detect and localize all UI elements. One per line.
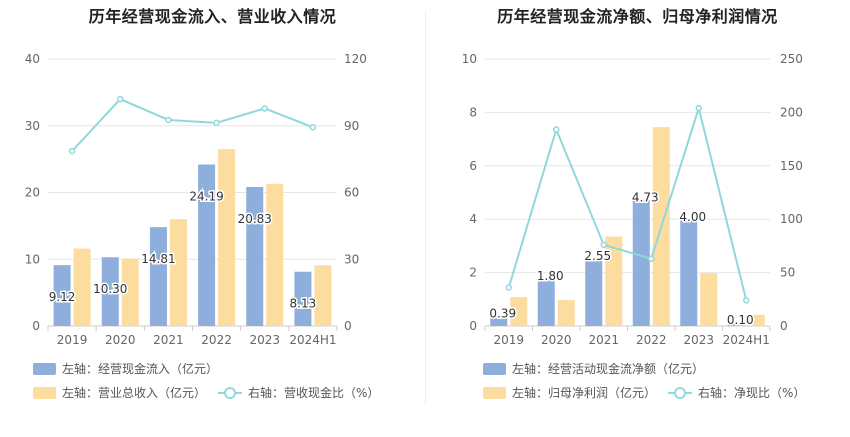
y-left-tick-label: 10: [25, 252, 40, 266]
data-label: 10.30: [93, 282, 127, 296]
y-left-tick-label: 0: [32, 319, 40, 333]
bar-orange: [557, 300, 575, 326]
bar-orange: [121, 258, 139, 326]
x-tick-label: 2024H1: [289, 333, 336, 347]
data-label: 0.10: [727, 313, 754, 327]
bar-blue: [246, 186, 264, 326]
y-right-tick-label: 250: [780, 52, 803, 66]
bar-blue: [149, 227, 167, 326]
x-tick-label: 2022: [636, 333, 667, 347]
x-tick-label: 2023: [249, 333, 280, 347]
x-tick-label: 2021: [153, 333, 184, 347]
y-right-tick-label: 0: [344, 319, 352, 333]
ratio-point: [553, 126, 560, 133]
y-right-tick-label: 30: [344, 252, 359, 266]
chart-panel-net-cash-flow: 历年经营现金流净额、归母净利润情况 0 2 4 6 8 10 0 50 100 150 200 250…: [425, 0, 850, 437]
bar-blue: [680, 219, 698, 326]
chart-title: 历年经营现金流入、营业收入情况: [88, 7, 337, 26]
data-label: 1.80: [537, 269, 564, 283]
ratio-point: [505, 284, 512, 291]
data-label: 20.83: [238, 212, 272, 226]
x-tick-label: 2024H1: [723, 333, 770, 347]
bar-blue: [632, 199, 650, 326]
bar-orange: [747, 314, 765, 326]
y-left-tick-label: 6: [469, 159, 477, 173]
y-right-tick-label: 200: [780, 105, 803, 119]
data-label: 2.55: [584, 249, 611, 263]
data-label: 24.19: [189, 190, 223, 204]
x-tick-label: 2022: [201, 333, 232, 347]
y-right-tick-label: 60: [344, 186, 359, 200]
ratio-line: [71, 97, 314, 152]
ratio-point: [695, 104, 702, 112]
y-left-tick-label: 40: [25, 52, 40, 66]
data-label: 8.13: [290, 297, 317, 311]
bar-orange: [510, 297, 528, 326]
bar-blue: [537, 277, 555, 326]
y-left-tick-label: 30: [25, 119, 40, 133]
x-tick-label: 2020: [541, 333, 572, 347]
data-label: 4.00: [679, 210, 706, 224]
ratio-point: [261, 105, 268, 112]
bar-orange: [218, 149, 236, 326]
y-right-tick-label: 0: [780, 319, 788, 333]
ratio-point: [743, 297, 750, 304]
x-tick-label: 2021: [588, 333, 619, 347]
x-tick-label: 2019: [57, 333, 88, 347]
y-right-tick-label: 120: [344, 52, 367, 66]
panel-divider: [425, 10, 426, 405]
ratio-line: [507, 104, 748, 301]
bar-orange: [169, 219, 187, 326]
bar-blue: [198, 164, 216, 326]
bar-blue: [101, 257, 119, 326]
y-left-tick-label: 10: [462, 52, 477, 66]
bar-orange: [73, 248, 91, 326]
y-right-tick-label: 100: [780, 212, 803, 226]
ratio-point: [117, 95, 124, 103]
x-tick-label: 2020: [105, 333, 136, 347]
ratio-point: [165, 116, 172, 124]
bar-blue: [727, 323, 745, 326]
y-right-tick-label: 50: [780, 266, 795, 280]
ratio-point: [648, 255, 655, 262]
y-left-tick-label: 2: [469, 266, 477, 280]
y-right-tick-label: 150: [780, 159, 803, 173]
y-left-tick-label: 20: [25, 186, 40, 200]
y-left-tick-label: 4: [469, 212, 477, 226]
bar-blue: [585, 257, 603, 326]
data-label: 9.12: [49, 290, 76, 304]
bar-orange: [314, 265, 332, 326]
ratio-point: [600, 241, 607, 249]
bar-orange: [605, 236, 623, 326]
y-left-tick-label: 0: [469, 319, 477, 333]
data-label: 0.39: [489, 307, 516, 321]
y-right-tick-label: 90: [344, 119, 359, 133]
chart-panel-cash-inflow: 历年经营现金流入、营业收入情况 0 10 20 30 40 0 30 60 90 120 2019 2…: [25, 7, 380, 400]
bar-blue: [294, 271, 312, 326]
bar-blue: [53, 265, 71, 326]
ratio-point: [68, 147, 76, 155]
x-tick-label: 2023: [683, 333, 714, 347]
bar-blue: [490, 315, 508, 326]
chart-title: 历年经营现金流净额、归母净利润情况: [497, 7, 778, 26]
bar-orange: [700, 273, 718, 326]
x-tick-label: 2019: [493, 333, 524, 347]
ratio-point: [213, 119, 220, 127]
data-label: 14.81: [141, 252, 175, 266]
y-left-tick-label: 8: [469, 105, 477, 119]
ratio-point: [309, 124, 317, 131]
data-label: 4.73: [632, 191, 659, 205]
bar-orange: [266, 183, 284, 326]
chart-canvas: 0 10 20 30 40 0 30 60 90 120 2019 2020 2021 2022 2023 2…: [25, 52, 367, 347]
